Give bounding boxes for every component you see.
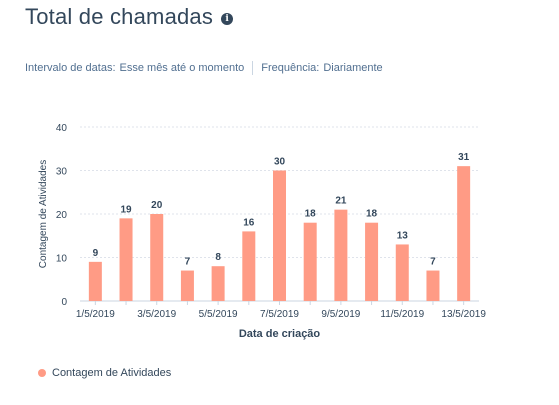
x-tick-label: 9/5/2019: [321, 309, 360, 320]
data-label: 9: [93, 248, 99, 259]
y-tick-label: 20: [56, 210, 68, 221]
x-axis-title: Data de criação: [239, 328, 321, 340]
data-label: 31: [458, 152, 470, 163]
data-label: 8: [215, 252, 221, 263]
report-filters: Intervalo de datas: Esse mês até o momen…: [25, 61, 383, 75]
date-range-value[interactable]: Esse mês até o momento: [119, 62, 245, 74]
bar: [334, 209, 348, 301]
data-label: 7: [430, 257, 436, 268]
y-axis-title: Contagem de Atividades: [38, 160, 49, 268]
bar: [180, 270, 194, 301]
frequency-label: Frequência:: [261, 62, 320, 74]
x-tick-label: 7/5/2019: [260, 309, 299, 320]
bar: [365, 222, 379, 301]
x-tick-label: 11/5/2019: [380, 309, 424, 320]
data-label: 19: [120, 204, 132, 215]
y-tick-label: 10: [56, 254, 68, 265]
data-label: 7: [185, 257, 191, 268]
bar: [242, 231, 256, 301]
chart-legend[interactable]: Contagem de Atividades: [38, 367, 171, 379]
filter-divider: [252, 61, 254, 75]
bar: [119, 218, 133, 301]
data-label: 21: [335, 196, 347, 207]
data-label: 13: [397, 230, 409, 241]
x-tick-label: 5/5/2019: [199, 309, 238, 320]
bar: [273, 170, 286, 301]
frequency-value[interactable]: Diariamente: [323, 62, 383, 74]
x-tick-label: 3/5/2019: [137, 309, 176, 320]
x-tick-label: 1/5/2019: [76, 309, 115, 320]
data-label: 20: [151, 200, 163, 211]
data-label: 30: [274, 157, 286, 168]
x-tick-label: 13/5/2019: [441, 309, 486, 320]
bar: [395, 244, 409, 301]
bar: [88, 261, 102, 301]
title-row: Total de chamadas i: [25, 4, 234, 30]
bar: [150, 214, 164, 301]
bar: [426, 270, 440, 301]
data-label: 18: [366, 209, 378, 220]
data-label: 16: [243, 217, 255, 228]
chart-title: Total de chamadas: [25, 4, 214, 29]
y-tick-label: 30: [56, 167, 68, 178]
legend-swatch: [38, 369, 46, 377]
bar: [303, 222, 317, 301]
legend-label: Contagem de Atividades: [52, 367, 172, 379]
info-icon[interactable]: i: [221, 12, 234, 25]
bar: [457, 166, 471, 301]
y-tick-label: 0: [61, 297, 67, 308]
bar: [211, 266, 225, 301]
y-tick-label: 40: [56, 123, 68, 134]
data-label: 18: [305, 209, 317, 220]
date-range-label: Intervalo de datas:: [25, 62, 116, 74]
